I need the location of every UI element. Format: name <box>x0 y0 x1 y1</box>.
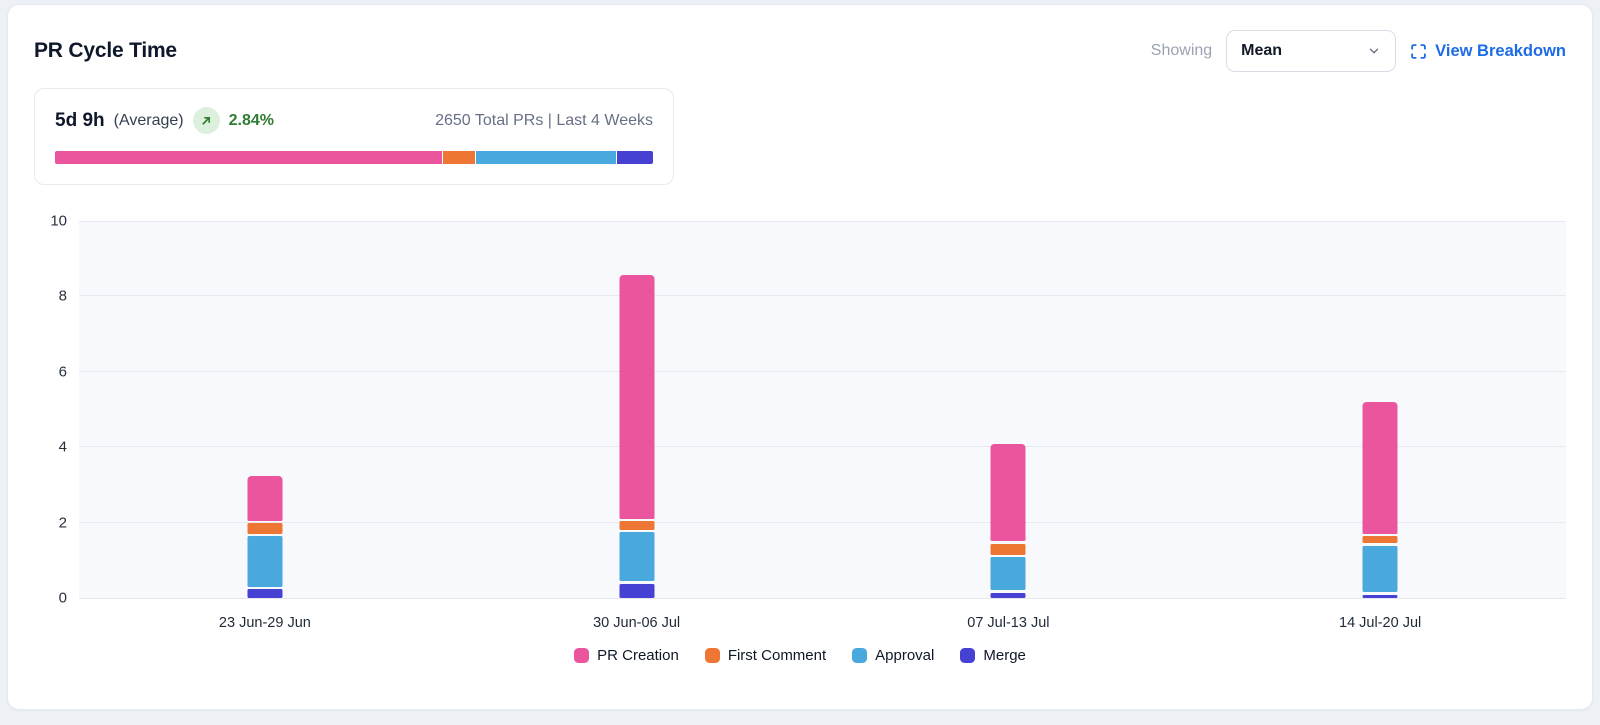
arrow-up-right-icon <box>200 114 213 127</box>
bar-segment[interactable] <box>1362 545 1398 593</box>
cycle-time-chart: 0 2 4 6 8 10 23 Jun-29 Jun 30 Jun-06 Jul 07 Jul… <box>34 213 1566 664</box>
bar-segment[interactable] <box>247 475 283 521</box>
legend-label: PR Creation <box>597 647 679 664</box>
trend-up-badge <box>192 107 220 134</box>
x-axis-label: 23 Jun-29 Jun <box>218 615 311 631</box>
bar-segment[interactable] <box>990 557 1026 591</box>
stacked-bar[interactable] <box>990 221 1026 598</box>
bar-segment[interactable] <box>990 443 1026 542</box>
y-axis-tick-label: 2 <box>58 514 67 532</box>
x-axis-label: 14 Jul-20 Jul <box>1339 615 1422 631</box>
gridline <box>79 446 1566 448</box>
bar-segment[interactable] <box>990 592 1026 598</box>
gridline <box>79 521 1566 523</box>
pr-cycle-time-panel: PR Cycle Time Showing Mean View Breakdow… <box>7 4 1593 710</box>
legend-swatch <box>960 648 976 663</box>
cycle-time-summary-card: 5d 9h (Average) 2.84% 2650 Total PRs | L… <box>34 88 674 185</box>
legend-label: Approval <box>875 647 935 664</box>
legend-label: First Comment <box>727 647 827 664</box>
legend-item[interactable]: First Comment <box>704 647 827 664</box>
chevron-down-icon <box>1367 44 1381 58</box>
summary-meta-text: 2650 Total PRs | Last 4 Weeks <box>435 111 653 129</box>
bar-segment[interactable] <box>990 543 1026 555</box>
stacked-bar[interactable] <box>619 221 655 598</box>
bar-segment[interactable] <box>619 583 655 598</box>
bar-segment[interactable] <box>1362 536 1398 544</box>
legend-label: Merge <box>983 647 1026 664</box>
bar-segment[interactable] <box>619 275 655 519</box>
plot-area: 0 2 4 6 8 10 <box>50 213 1566 607</box>
stacked-bar[interactable] <box>1362 221 1398 598</box>
average-cycle-time-value: 5d 9h <box>55 109 105 131</box>
average-qualifier: (Average) <box>113 111 184 129</box>
x-axis-label: 30 Jun-06 Jul <box>593 615 681 631</box>
expand-corners-icon <box>1410 43 1427 60</box>
gridline <box>79 295 1566 297</box>
gridline <box>79 370 1566 372</box>
summary-top-row: 5d 9h (Average) 2.84% 2650 Total PRs | L… <box>55 107 653 134</box>
distribution-segment <box>476 151 617 164</box>
x-axis-label: 07 Jul-13 Jul <box>967 615 1050 631</box>
legend-item[interactable]: Merge <box>960 647 1026 664</box>
bar-segment[interactable] <box>1362 402 1398 534</box>
bar-segment[interactable] <box>619 532 655 581</box>
y-axis-tick-label: 6 <box>58 363 67 381</box>
cycle-time-distribution-bar <box>55 151 653 164</box>
legend-swatch <box>574 648 590 663</box>
view-breakdown-label: View Breakdown <box>1435 41 1566 60</box>
distribution-segment <box>442 151 476 164</box>
y-axis-tick-label: 4 <box>58 438 67 456</box>
legend-item[interactable]: Approval <box>852 647 934 664</box>
showing-label: Showing <box>1150 42 1213 59</box>
page-title: PR Cycle Time <box>34 39 177 62</box>
distribution-segment <box>617 151 653 164</box>
bar-segment[interactable] <box>1362 594 1398 598</box>
trend-percentage: 2.84% <box>228 111 274 129</box>
bar-segment[interactable] <box>247 536 283 587</box>
bar-segment[interactable] <box>247 589 283 598</box>
stacked-bar[interactable] <box>247 221 283 598</box>
x-axis-labels: 23 Jun-29 Jun 30 Jun-06 Jul 07 Jul-13 Jul 1… <box>79 599 1566 641</box>
metric-dropdown-value: Mean <box>1241 42 1283 59</box>
panel-header: PR Cycle Time Showing Mean View Breakdow… <box>34 5 1566 72</box>
y-axis-tick-label: 8 <box>58 287 67 305</box>
gridline <box>79 221 1566 222</box>
y-axis-tick-label: 10 <box>50 212 67 230</box>
metric-dropdown[interactable]: Mean <box>1226 30 1397 72</box>
summary-value-group: 5d 9h (Average) 2.84% <box>55 107 274 134</box>
bar-segment[interactable] <box>619 521 655 530</box>
header-controls: Showing Mean View Breakdown <box>1151 30 1566 72</box>
legend-swatch <box>852 648 868 663</box>
view-breakdown-button[interactable]: View Breakdown <box>1410 42 1566 61</box>
bar-segment[interactable] <box>247 523 283 534</box>
legend-item[interactable]: PR Creation <box>574 647 679 664</box>
y-axis-tick-label: 0 <box>58 589 67 607</box>
chart-legend: PR Creation First Comment Approval Merge <box>34 647 1566 664</box>
legend-swatch <box>704 648 720 663</box>
distribution-segment <box>55 151 442 164</box>
